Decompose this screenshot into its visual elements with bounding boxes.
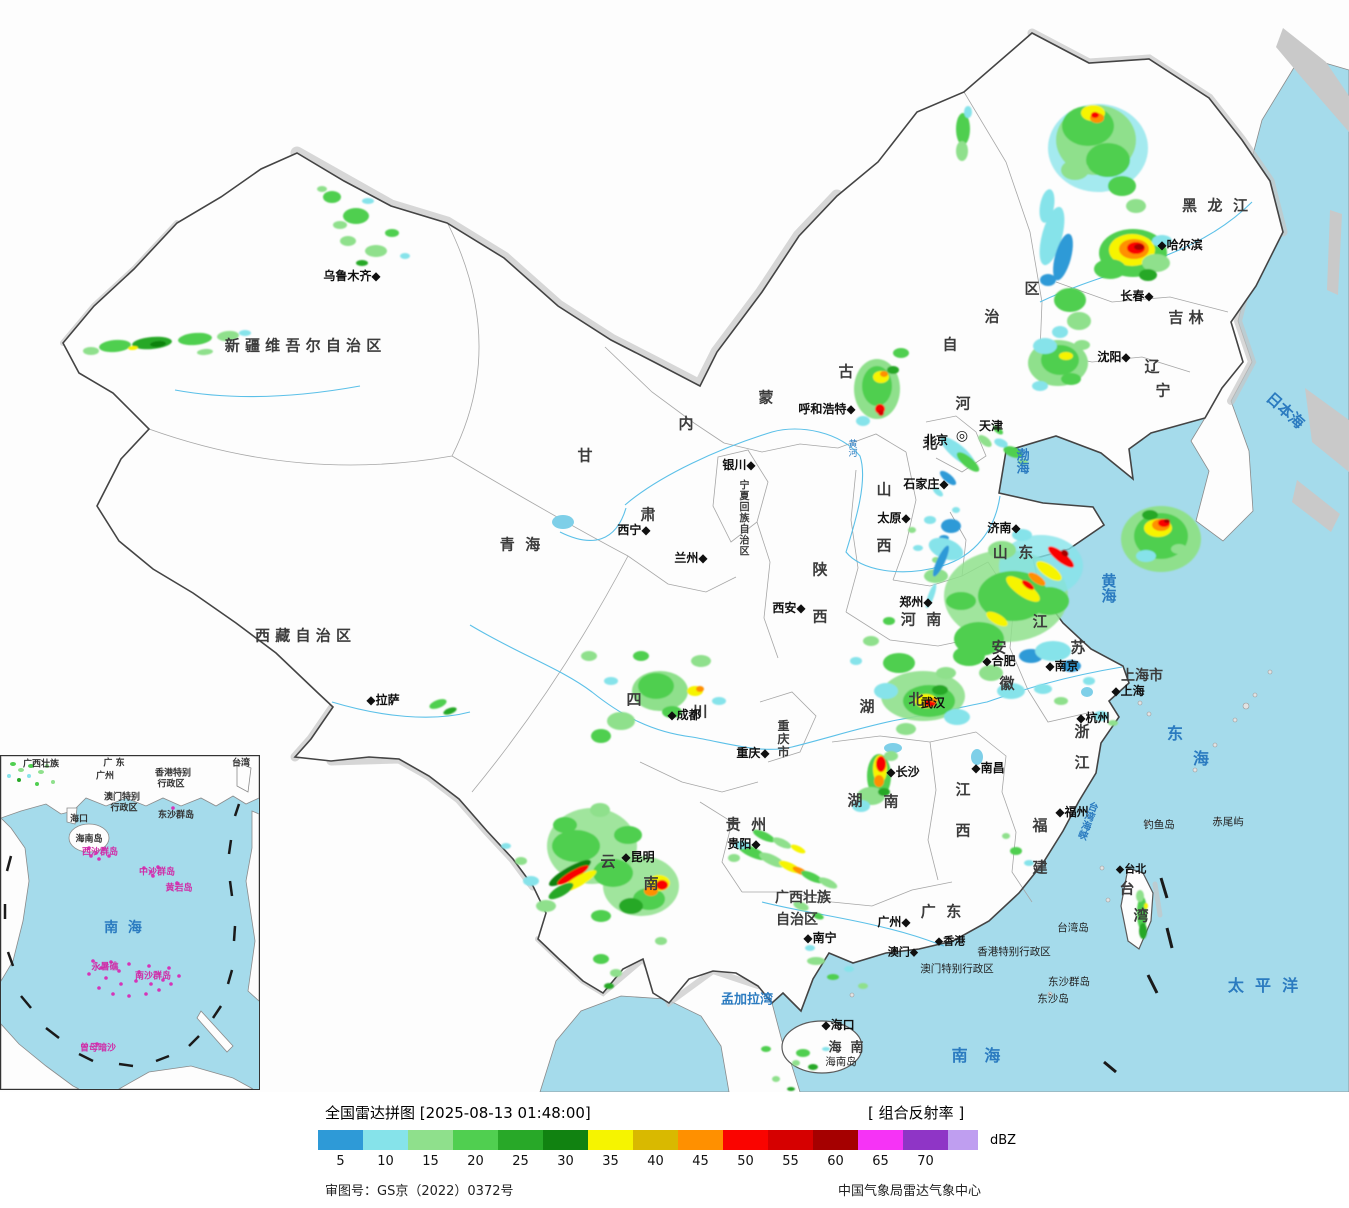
legend-title: 全国雷达拼图 [2025-08-13 01:48:00] bbox=[325, 1104, 591, 1122]
inset-land bbox=[1, 756, 259, 1089]
approval-number: 审图号：GS京（2022）0372号 bbox=[325, 1184, 514, 1199]
lakes bbox=[552, 515, 1093, 765]
legend-color-segment bbox=[543, 1130, 588, 1150]
legend-value: 50 bbox=[737, 1154, 754, 1169]
legend-color-segment bbox=[678, 1130, 723, 1150]
legend-color-segment bbox=[318, 1130, 363, 1150]
legend-product: [ 组合反射率 ] bbox=[868, 1104, 965, 1122]
legend-value: 45 bbox=[692, 1154, 709, 1169]
legend-value: 20 bbox=[467, 1154, 484, 1169]
china-national-border bbox=[62, 32, 1284, 1013]
nine-dash-line bbox=[3, 803, 241, 1068]
legend-value: 70 bbox=[917, 1154, 934, 1169]
legend-panel: 全国雷达拼图 [2025-08-13 01:48:00] [ 组合反射率 ] d… bbox=[0, 1092, 1349, 1208]
legend-value: 65 bbox=[872, 1154, 889, 1169]
legend-value: 40 bbox=[647, 1154, 664, 1169]
legend-color-segment bbox=[363, 1130, 408, 1150]
china-landmass bbox=[63, 33, 1283, 1011]
legend-color-segment bbox=[633, 1130, 678, 1150]
radar-map: 新 疆 维 吾 尔 自 治 区西 藏 自 治 区青 海甘肃内蒙古自治区黑 龙 江… bbox=[0, 28, 1349, 1092]
legend-value: 10 bbox=[377, 1154, 394, 1169]
legend-color-segment bbox=[588, 1130, 633, 1150]
legend-value: 30 bbox=[557, 1154, 574, 1169]
small-islands bbox=[849, 669, 1273, 998]
south-china-sea-inset: 广西壮族广 东广州 香港特别 行政区 澳门特别 行政区 台湾 海口 海南岛 东沙群岛 西沙群岛 中沙… bbox=[0, 755, 260, 1090]
legend-color-segment bbox=[903, 1130, 948, 1150]
maritime-boundary-dashes bbox=[1103, 877, 1174, 1074]
legend-color-segment bbox=[948, 1130, 978, 1150]
hainan-island bbox=[781, 1020, 863, 1074]
legend-color-segment bbox=[813, 1130, 858, 1150]
legend-value: 5 bbox=[336, 1154, 345, 1169]
legend-color-segment bbox=[498, 1130, 543, 1150]
legend-value: 25 bbox=[512, 1154, 529, 1169]
radar-echoes-layer bbox=[83, 104, 1201, 1091]
legend-value: 55 bbox=[782, 1154, 799, 1169]
colorbar bbox=[318, 1130, 978, 1150]
legend-value: 35 bbox=[602, 1154, 619, 1169]
basemap-svg bbox=[60, 28, 1349, 1092]
foreign-island-strips bbox=[1276, 28, 1349, 532]
legend-unit: dBZ bbox=[990, 1133, 1017, 1148]
legend-value: 60 bbox=[827, 1154, 844, 1169]
legend-color-segment bbox=[453, 1130, 498, 1150]
inset-svg bbox=[1, 756, 259, 1089]
reef-dots bbox=[87, 806, 181, 1046]
legend-color-segment bbox=[768, 1130, 813, 1150]
legend-color-segment bbox=[858, 1130, 903, 1150]
legend-values: 5 10 15 20 25 30 35 40 45 50 55 60 65 70 bbox=[318, 1154, 948, 1169]
legend-color-segment bbox=[723, 1130, 768, 1150]
legend-color-segment bbox=[408, 1130, 453, 1150]
inset-radar-echoes bbox=[7, 762, 55, 786]
legend-value: 15 bbox=[422, 1154, 439, 1169]
credit: 中国气象局雷达气象中心 bbox=[838, 1184, 982, 1199]
